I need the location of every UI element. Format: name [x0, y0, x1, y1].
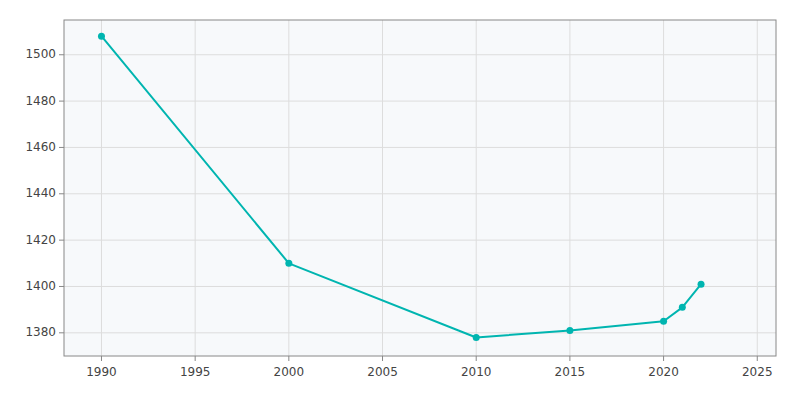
point [285, 260, 292, 267]
tick-label-x: 2000 [274, 365, 305, 379]
tick-y [59, 286, 64, 287]
point [679, 304, 686, 311]
tick-y [59, 240, 64, 241]
grid-line-x [382, 20, 383, 356]
tick-x [476, 356, 477, 361]
tick-x [569, 356, 570, 361]
grid-line-y [64, 332, 776, 333]
grid-line-x [101, 20, 102, 356]
tick-label-y: 1440 [25, 186, 56, 200]
grid-line-x [757, 20, 758, 356]
grid [64, 20, 776, 356]
tick-label-y: 1460 [25, 140, 56, 154]
axes: 1380 1400 1420 1440 1460 1480 1500 1990 1995 2000… [25, 47, 772, 379]
grid-line-x [569, 20, 570, 356]
grid-line-y [64, 147, 776, 148]
tick-label-y: 1420 [25, 233, 56, 247]
chart-container: 1380 1400 1420 1440 1460 1480 1500 1990 1995 2000… [0, 0, 800, 400]
tick-y [59, 332, 64, 333]
point [98, 33, 105, 40]
grid-line-x [288, 20, 289, 356]
tick-label-x: 2025 [742, 365, 773, 379]
tick-x [101, 356, 102, 361]
point [566, 327, 573, 334]
point [473, 334, 480, 341]
point [660, 318, 667, 325]
tick-label-y: 1500 [25, 47, 56, 61]
grid-line-x [195, 20, 196, 356]
grid-line-y [64, 193, 776, 194]
tick-y [59, 193, 64, 194]
grid-line-x [663, 20, 664, 356]
tick-y [59, 147, 64, 148]
tick-y [59, 54, 64, 55]
tick-x [195, 356, 196, 361]
tick-x [757, 356, 758, 361]
plot-frame [64, 20, 776, 356]
point [698, 281, 705, 288]
tick-label-y: 1480 [25, 94, 56, 108]
tick-label-x: 2015 [555, 365, 586, 379]
tick-label-y: 1380 [25, 325, 56, 339]
tick-x [663, 356, 664, 361]
tick-label-x: 2010 [461, 365, 492, 379]
tick-y [59, 101, 64, 102]
tick-label-y: 1400 [25, 279, 56, 293]
tick-label-x: 1995 [180, 365, 211, 379]
tick-x [382, 356, 383, 361]
grid-line-y [64, 101, 776, 102]
grid-line-y [64, 286, 776, 287]
grid-line-y [64, 240, 776, 241]
grid-line-x [476, 20, 477, 356]
grid-line-y [64, 54, 776, 55]
tick-label-x: 2020 [648, 365, 679, 379]
tick-label-x: 2005 [367, 365, 398, 379]
chart-svg: 1380 1400 1420 1440 1460 1480 1500 1990 1995 2000… [0, 0, 800, 400]
line [101, 36, 701, 337]
series [98, 33, 705, 341]
tick-x [288, 356, 289, 361]
tick-label-x: 1990 [86, 365, 117, 379]
plot-background [64, 20, 776, 356]
